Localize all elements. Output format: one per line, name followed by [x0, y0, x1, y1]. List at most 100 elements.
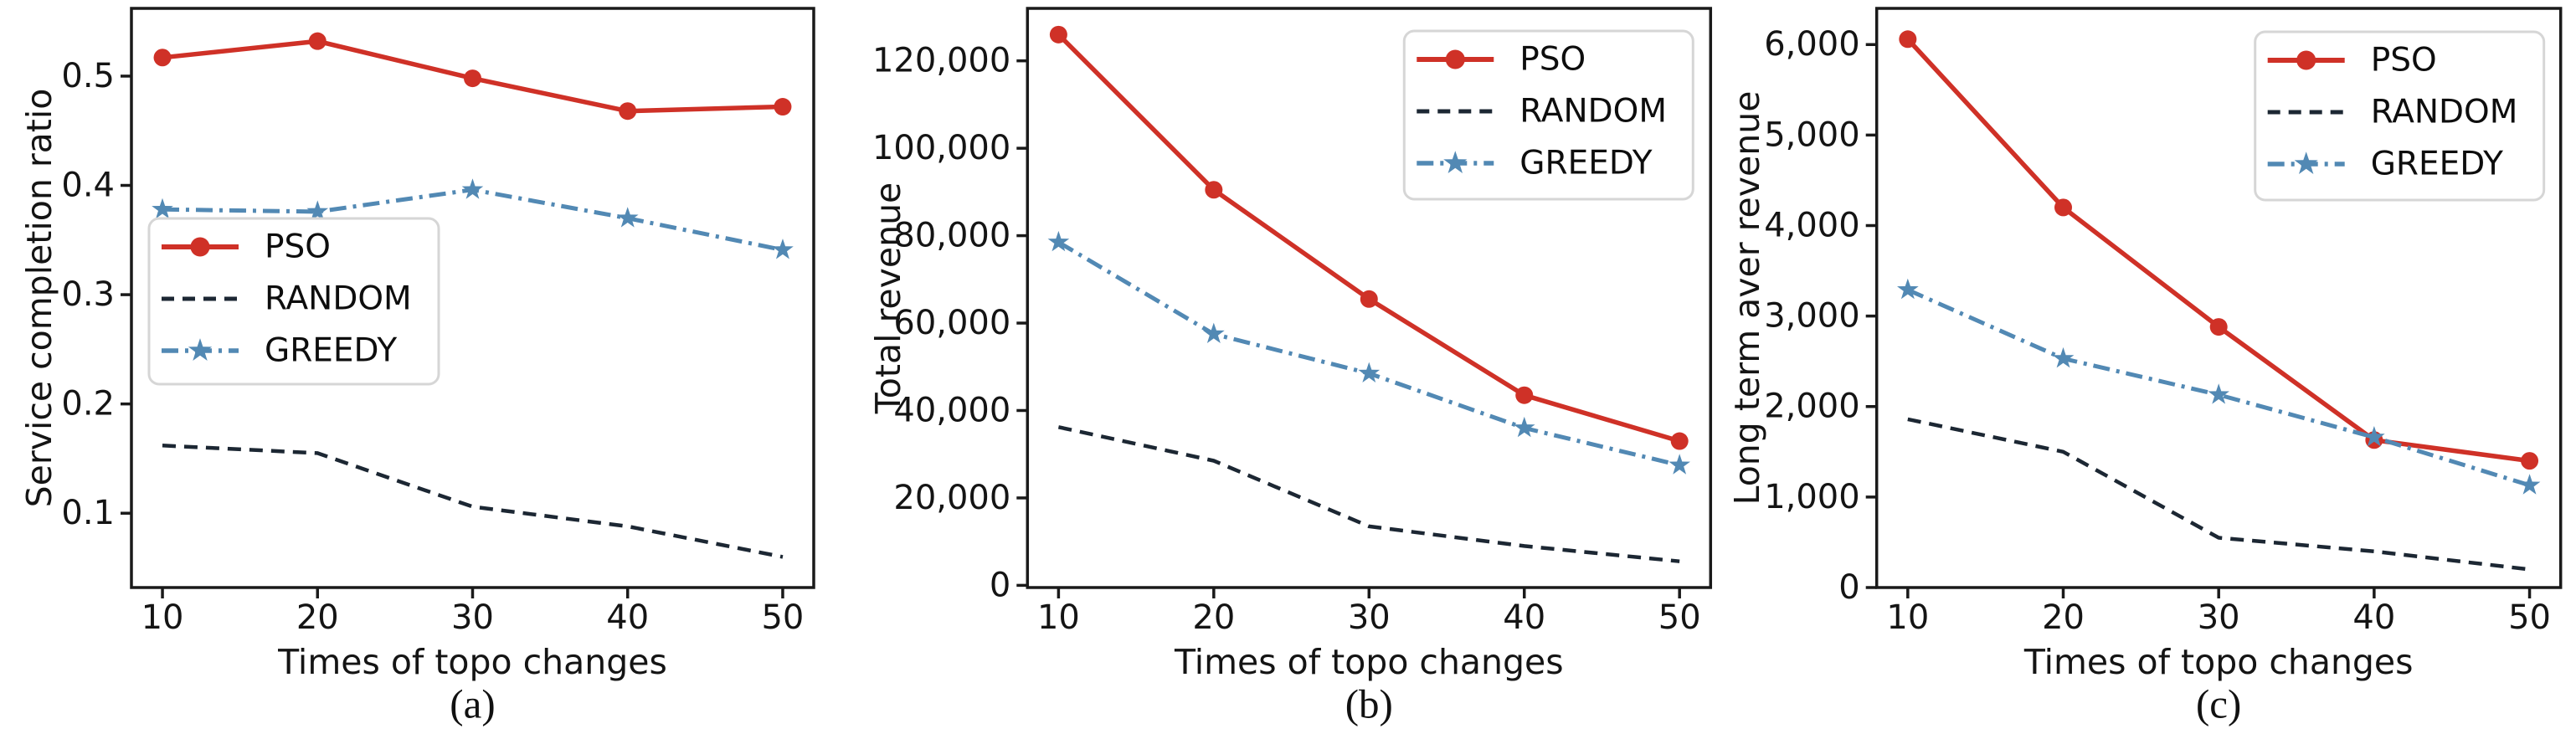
series-marker-pso — [1670, 432, 1689, 450]
legend-box — [1402, 29, 1694, 201]
x-axis-label: Times of topo changes — [2023, 642, 2414, 682]
legend-box — [147, 217, 440, 386]
series-marker-greedy — [2518, 474, 2541, 495]
legend-marker-greedy — [1442, 151, 1468, 174]
x-tick-label: 40 — [1503, 598, 1545, 637]
series-marker-greedy — [306, 200, 329, 221]
y-tick-label: 4,000 — [1765, 207, 1860, 245]
y-tick-label: 0 — [1839, 568, 1860, 607]
x-tick-label: 50 — [2508, 598, 2551, 637]
y-tick-label: 20,000 — [893, 479, 1010, 517]
legend-label-pso: PSO — [265, 228, 331, 266]
chart-b: 10 20 30 40 50 0 20,000 40,000 60,000 80,000 100,0… — [868, 7, 1712, 726]
chart-a-panel: 10 20 30 40 50 0.1 0.2 0.3 0.4 0.5 Times of topo c… — [0, 0, 859, 734]
series-line-random — [1057, 425, 1680, 563]
chart-b-panel: 10 20 30 40 50 0 20,000 40,000 60,000 80,000 100,0… — [859, 0, 1718, 734]
panel-caption: (b) — [1345, 680, 1392, 726]
y-tick-label: 0.5 — [61, 57, 115, 95]
x-tick-label: 30 — [2198, 598, 2240, 637]
x-tick-label: 40 — [606, 598, 649, 637]
series-line-greedy — [1057, 240, 1680, 468]
series-line-random — [162, 444, 784, 559]
y-tick-label: 40,000 — [893, 391, 1010, 429]
x-tick-label: 30 — [1348, 598, 1391, 637]
y-tick-label: 1,000 — [1765, 478, 1860, 516]
series-marker-pso — [2054, 198, 2073, 217]
legend-label-random: RANDOM — [265, 280, 412, 318]
series-marker-pso — [1049, 25, 1067, 44]
series-marker-pso — [2521, 452, 2539, 470]
legend-marker-greedy — [188, 338, 213, 362]
series-marker-greedy — [1513, 416, 1535, 438]
series-marker-pso — [1899, 30, 1917, 49]
y-tick-label: 0.4 — [61, 167, 115, 205]
legend-label-pso: PSO — [2371, 42, 2437, 80]
legend-marker-pso — [190, 237, 210, 257]
series-marker-greedy — [461, 178, 484, 199]
y-tick-label: 60,000 — [893, 304, 1010, 342]
series-marker-pso — [774, 98, 792, 116]
y-tick-label: 0.2 — [61, 385, 115, 423]
series-line-random — [1907, 417, 2531, 572]
x-tick-label: 20 — [1192, 598, 1235, 637]
x-tick-label: 20 — [2042, 598, 2085, 637]
series-line-greedy — [1907, 288, 2531, 488]
legend-box — [2254, 30, 2546, 202]
x-tick-label: 10 — [1037, 598, 1080, 637]
series-marker-pso — [153, 49, 172, 67]
y-axis-label: Long term aver revenue — [1727, 91, 1767, 506]
legend-label-pso: PSO — [1519, 41, 1586, 79]
panel-caption: (a) — [450, 680, 495, 726]
y-tick-label: 120,000 — [872, 42, 1010, 80]
series-marker-pso — [2210, 318, 2229, 336]
series-marker-greedy — [1897, 278, 1920, 300]
series-marker-pso — [308, 32, 326, 50]
series-marker-greedy — [2363, 425, 2386, 447]
series-marker-greedy — [152, 198, 173, 219]
x-axis-label: Times of topo changes — [277, 642, 667, 682]
series-marker-greedy — [1358, 362, 1380, 382]
series-marker-greedy — [1668, 454, 1690, 475]
x-tick-label: 10 — [1887, 598, 1930, 637]
series-marker-pso — [1360, 290, 1378, 308]
y-tick-label: 0.1 — [61, 494, 115, 532]
series-marker-greedy — [2208, 383, 2230, 404]
legend-label-greedy: GREEDY — [265, 332, 397, 370]
y-tick-label: 80,000 — [893, 217, 1010, 255]
panel-caption: (c) — [2196, 680, 2241, 726]
x-tick-label: 50 — [1658, 598, 1700, 637]
series-marker-pso — [463, 69, 481, 88]
x-tick-label: 50 — [761, 598, 804, 637]
series-marker-greedy — [2053, 346, 2075, 368]
legend-marker-pso — [2296, 50, 2316, 70]
y-tick-label: 5,000 — [1765, 115, 1860, 154]
y-tick-label: 0.3 — [61, 275, 115, 314]
x-tick-label: 10 — [141, 598, 184, 637]
legend-label-greedy: GREEDY — [2371, 146, 2503, 183]
y-tick-label: 2,000 — [1765, 388, 1860, 426]
series-marker-pso — [619, 102, 637, 121]
y-tick-label: 0 — [990, 566, 1010, 604]
chart-c-panel: 10 20 30 40 50 0 1,000 2,000 3,000 4,000 5,000 6,00… — [1717, 0, 2576, 734]
legend-label-random: RANDOM — [2371, 94, 2518, 131]
series-marker-pso — [1204, 181, 1222, 199]
x-axis-label: Times of topo changes — [1174, 642, 1564, 682]
series-marker-pso — [1514, 386, 1533, 404]
x-tick-label: 40 — [2353, 598, 2396, 637]
x-tick-label: 30 — [451, 598, 494, 637]
legend-marker-pso — [1445, 49, 1465, 69]
y-axis-label: Service completion ratio — [19, 89, 59, 508]
y-axis-label: Total revenue — [868, 182, 908, 415]
series-marker-greedy — [616, 207, 639, 228]
chart-a: 10 20 30 40 50 0.1 0.2 0.3 0.4 0.5 Times of topo c… — [19, 7, 815, 726]
legend-label-random: RANDOM — [1519, 93, 1667, 131]
series-marker-greedy — [1047, 230, 1069, 252]
chart-c: 10 20 30 40 50 0 1,000 2,000 3,000 4,000 5,000 6,00… — [1727, 7, 2563, 726]
y-tick-label: 3,000 — [1765, 297, 1860, 336]
y-tick-label: 100,000 — [872, 129, 1010, 167]
series-marker-greedy — [1202, 322, 1225, 344]
series-marker-greedy — [772, 239, 794, 259]
x-tick-label: 20 — [296, 598, 339, 637]
legend-marker-greedy — [2294, 151, 2319, 175]
